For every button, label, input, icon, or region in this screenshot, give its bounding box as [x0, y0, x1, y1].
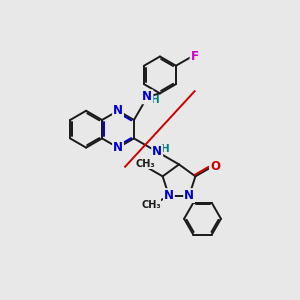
Text: N: N [113, 104, 123, 117]
Text: F: F [190, 50, 199, 64]
Text: N: N [152, 145, 162, 158]
Text: N: N [184, 189, 194, 202]
Text: N: N [113, 141, 123, 154]
Text: O: O [210, 160, 220, 173]
Text: CH₃: CH₃ [141, 200, 161, 209]
Text: N: N [164, 189, 174, 202]
Text: CH₃: CH₃ [136, 159, 155, 169]
Text: H: H [151, 95, 160, 105]
Text: H: H [161, 144, 170, 154]
Text: N: N [142, 90, 152, 103]
